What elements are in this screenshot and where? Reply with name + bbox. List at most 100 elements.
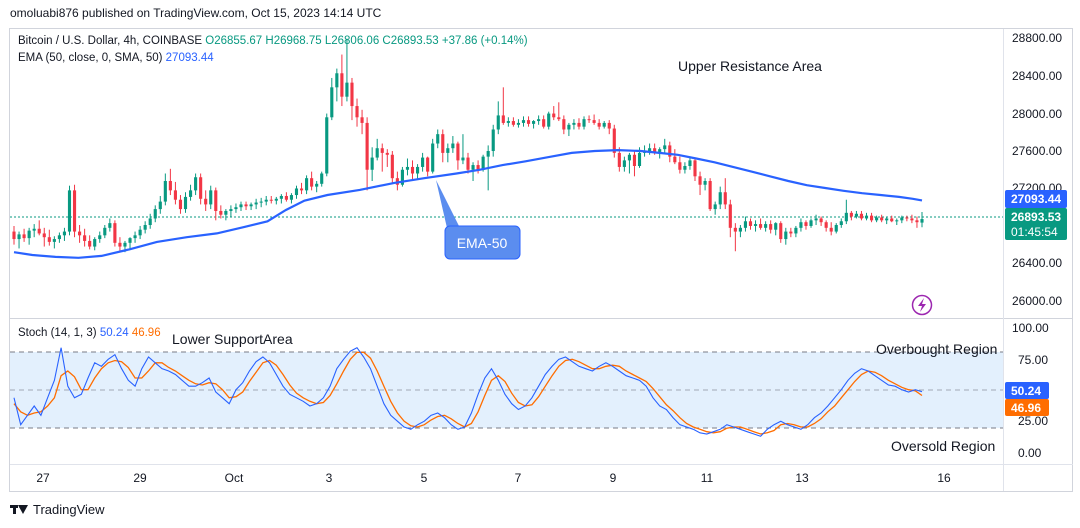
candle-body bbox=[617, 152, 621, 167]
candle-body bbox=[728, 204, 732, 228]
candle-body bbox=[526, 120, 531, 124]
candle-body bbox=[784, 231, 788, 240]
ema-legend-label[interactable]: EMA (50, close, 0, SMA, 50) bbox=[18, 52, 163, 64]
candle-body bbox=[542, 119, 546, 127]
candle-body bbox=[501, 115, 505, 123]
candle-body bbox=[668, 145, 672, 157]
candle-body bbox=[183, 196, 188, 210]
candle-body bbox=[471, 165, 475, 170]
candle-body bbox=[234, 207, 238, 210]
candle-body bbox=[224, 210, 228, 215]
candle-body bbox=[511, 121, 515, 125]
candle-body bbox=[688, 160, 692, 167]
time-tick: 5 bbox=[421, 471, 428, 485]
candle-body bbox=[733, 227, 737, 232]
overbought-label: Overbought Region bbox=[876, 341, 997, 357]
ohlc-values: O26855.67 H26968.75 L26806.06 C26893.53 … bbox=[205, 35, 528, 47]
candle-body bbox=[400, 169, 404, 185]
candle-body bbox=[72, 190, 77, 232]
candle-body bbox=[315, 183, 319, 187]
candle-body bbox=[632, 154, 637, 167]
candle-body bbox=[834, 225, 838, 232]
candle-body bbox=[335, 73, 339, 88]
candle-body bbox=[436, 134, 440, 144]
stoch-tick: 75.00 bbox=[1018, 353, 1048, 367]
candle-body bbox=[799, 222, 803, 228]
candle-body bbox=[764, 224, 768, 228]
candle-body bbox=[854, 213, 858, 217]
chart-frame bbox=[9, 28, 1073, 492]
stoch-k-tag-text: 50.24 bbox=[1011, 384, 1041, 398]
symbol-label[interactable]: Bitcoin / U.S. Dollar, 4h, COINBASE bbox=[18, 35, 203, 47]
candle-body bbox=[325, 117, 329, 174]
footer-brand[interactable]: TradingView bbox=[10, 502, 105, 517]
candle-body bbox=[875, 217, 879, 221]
candle-body bbox=[703, 180, 707, 185]
ema-price-tag bbox=[1005, 190, 1067, 208]
candle-body bbox=[365, 122, 369, 170]
candle-body bbox=[547, 113, 551, 127]
candle-body bbox=[910, 218, 914, 221]
time-tick: 11 bbox=[701, 471, 714, 485]
stoch-d-value: 46.96 bbox=[131, 327, 161, 339]
candle-body bbox=[27, 230, 31, 239]
candle-body bbox=[239, 204, 243, 208]
stoch-legend-label[interactable]: Stoch (14, 1, 3) bbox=[18, 327, 97, 339]
stoch-tick: 25.00 bbox=[1018, 414, 1048, 428]
candle-body bbox=[375, 148, 379, 158]
candle-body bbox=[839, 221, 843, 226]
candle-body bbox=[577, 122, 581, 127]
publisher-line: omoluabi876 published on TradingView.com… bbox=[10, 6, 382, 20]
candle-body bbox=[17, 234, 21, 240]
candle-body bbox=[516, 122, 521, 125]
candle-body bbox=[557, 117, 561, 120]
candle-body bbox=[168, 180, 172, 191]
oversold-label: Oversold Region bbox=[891, 438, 995, 454]
candle-body bbox=[229, 209, 233, 211]
candle-body bbox=[890, 218, 894, 222]
candle-body bbox=[592, 120, 596, 123]
candle-body bbox=[496, 115, 500, 130]
lower-support-label: Lower SupportArea bbox=[172, 331, 293, 347]
candle-body bbox=[829, 227, 833, 232]
stoch-d-line bbox=[13, 351, 923, 435]
candle-body bbox=[597, 122, 601, 127]
candle-body bbox=[769, 224, 773, 230]
time-tick: 3 bbox=[326, 471, 333, 485]
time-tick: Oct bbox=[225, 471, 244, 485]
candle-body bbox=[67, 190, 72, 232]
candle-body bbox=[532, 121, 536, 124]
candle-body bbox=[476, 165, 480, 170]
candle-body bbox=[113, 223, 117, 243]
candle-body bbox=[743, 221, 748, 228]
legend-ema: EMA (50, close, 0, SMA, 50) 27093.44 bbox=[18, 52, 214, 64]
candle-body bbox=[693, 160, 697, 177]
candle-body bbox=[274, 198, 278, 201]
candle-body bbox=[355, 106, 359, 118]
candle-body bbox=[148, 218, 152, 226]
candle-body bbox=[103, 227, 107, 236]
candle-body bbox=[299, 188, 304, 191]
candle-body bbox=[895, 220, 899, 222]
legend-main: Bitcoin / U.S. Dollar, 4h, COINBASE O268… bbox=[18, 35, 528, 47]
candle-body bbox=[415, 166, 420, 174]
ema-50-line bbox=[13, 148, 923, 259]
candle-body bbox=[118, 242, 122, 247]
candle-body bbox=[759, 224, 763, 228]
candle-body bbox=[607, 122, 611, 129]
candle-body bbox=[718, 192, 722, 205]
candle-body bbox=[178, 199, 183, 210]
candle-body bbox=[794, 227, 798, 234]
candle-body bbox=[93, 239, 97, 247]
candle-body bbox=[259, 201, 263, 203]
candle-body bbox=[385, 152, 389, 155]
price-tick: 28000.00 bbox=[1012, 107, 1062, 121]
candle-body bbox=[284, 195, 288, 200]
brand-name: TradingView bbox=[33, 502, 105, 517]
candle-body bbox=[602, 122, 606, 127]
candle-body bbox=[819, 218, 823, 223]
candle-body bbox=[123, 242, 127, 247]
candle-body bbox=[78, 231, 82, 236]
candle-body bbox=[264, 199, 268, 202]
